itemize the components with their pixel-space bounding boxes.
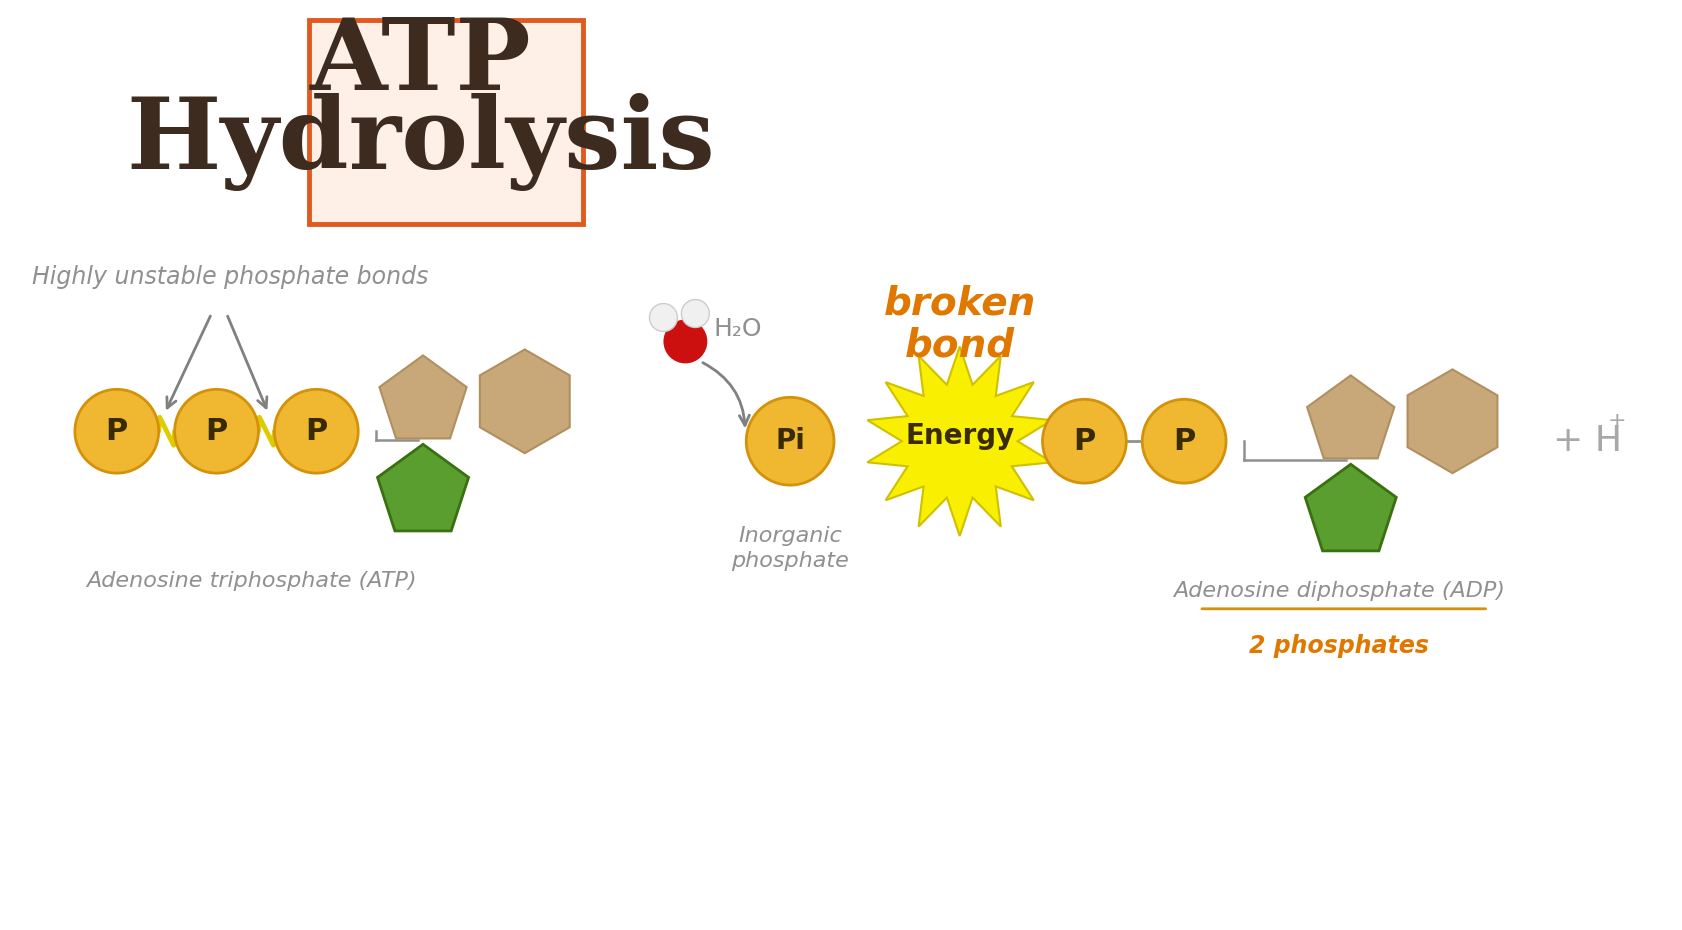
Text: P: P (304, 417, 328, 445)
Text: phosphate: phosphate (730, 551, 848, 571)
Text: Adenosine triphosphate (ATP): Adenosine triphosphate (ATP) (86, 571, 417, 591)
Text: broken: broken (883, 285, 1034, 323)
Circle shape (745, 397, 834, 485)
Text: P: P (106, 417, 128, 445)
FancyBboxPatch shape (309, 20, 582, 224)
Circle shape (274, 390, 358, 473)
Circle shape (663, 320, 706, 364)
Circle shape (1142, 399, 1224, 483)
Text: P: P (205, 417, 227, 445)
Text: +: + (1606, 411, 1626, 432)
Text: H₂O: H₂O (713, 317, 762, 341)
Text: Highly unstable phosphate bonds: Highly unstable phosphate bonds (32, 265, 429, 288)
Polygon shape (866, 347, 1051, 536)
Circle shape (649, 303, 676, 331)
Text: P: P (1073, 427, 1095, 456)
Text: Inorganic: Inorganic (738, 526, 841, 546)
Text: Pi: Pi (775, 427, 804, 455)
Circle shape (76, 390, 158, 473)
Polygon shape (1305, 464, 1396, 551)
Circle shape (681, 299, 708, 327)
Circle shape (1041, 399, 1125, 483)
Polygon shape (377, 445, 468, 531)
Text: 2 phosphates: 2 phosphates (1248, 633, 1428, 658)
Text: Hydrolysis: Hydrolysis (126, 93, 715, 191)
Text: Energy: Energy (905, 422, 1014, 450)
Text: ATP: ATP (309, 14, 532, 111)
Polygon shape (378, 355, 466, 438)
Text: bond: bond (905, 326, 1014, 365)
Polygon shape (1406, 369, 1497, 473)
Text: + H: + H (1552, 424, 1621, 458)
Circle shape (175, 390, 259, 473)
Polygon shape (479, 350, 570, 453)
Text: P: P (1172, 427, 1194, 456)
Text: Adenosine diphosphate (ADP): Adenosine diphosphate (ADP) (1172, 581, 1504, 601)
Polygon shape (1307, 376, 1394, 458)
